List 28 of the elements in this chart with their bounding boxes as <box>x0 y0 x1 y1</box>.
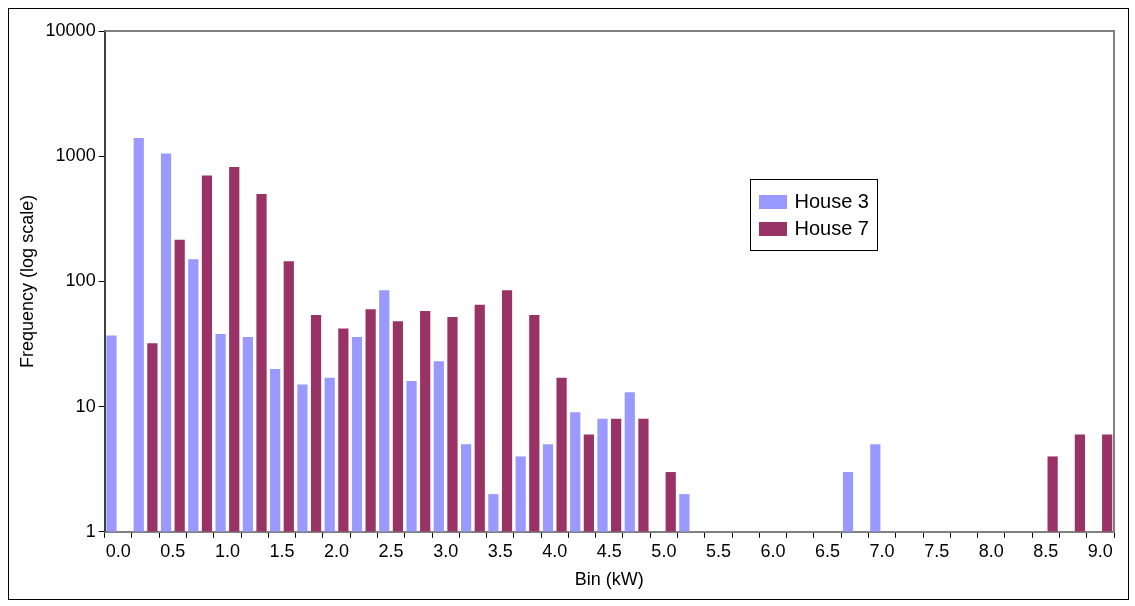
x-tick-label: 5.5 <box>705 540 731 561</box>
x-tick-label: 3.5 <box>487 540 513 561</box>
legend-label: House 7 <box>794 217 869 240</box>
x-tick-label: 0.5 <box>160 540 186 561</box>
y-tick-label: 100 <box>65 270 96 291</box>
x-tick-label: 4.0 <box>542 540 568 561</box>
x-tick-label: 5.0 <box>651 540 677 561</box>
x-tick-label: 4.5 <box>596 540 622 561</box>
x-tick-label: 9.0 <box>1087 540 1113 561</box>
x-tick-label: 6.5 <box>815 540 841 561</box>
x-tick-label: 6.0 <box>760 540 786 561</box>
y-tick-label: 1 <box>85 520 96 541</box>
x-tick-label: 0.0 <box>105 540 131 561</box>
x-axis-title: Bin (kW) <box>574 569 644 590</box>
x-tick-label: 8.0 <box>978 540 1004 561</box>
y-tick-label: 10 <box>75 395 96 416</box>
y-axis-title: Frequency (log scale) <box>16 194 37 368</box>
x-tick-label: 3.0 <box>433 540 459 561</box>
x-tick-label: 1.0 <box>214 540 240 561</box>
x-tick-label: 2.0 <box>324 540 350 561</box>
x-tick-label: 1.5 <box>269 540 295 561</box>
y-tick-label: 10000 <box>45 19 96 40</box>
y-tick-label: 1000 <box>55 145 96 166</box>
x-tick-label: 2.5 <box>378 540 404 561</box>
legend-label: House 3 <box>794 190 869 213</box>
x-tick-label: 7.5 <box>924 540 950 561</box>
x-tick-label: 8.5 <box>1033 540 1059 561</box>
x-tick-label: 7.0 <box>869 540 895 561</box>
